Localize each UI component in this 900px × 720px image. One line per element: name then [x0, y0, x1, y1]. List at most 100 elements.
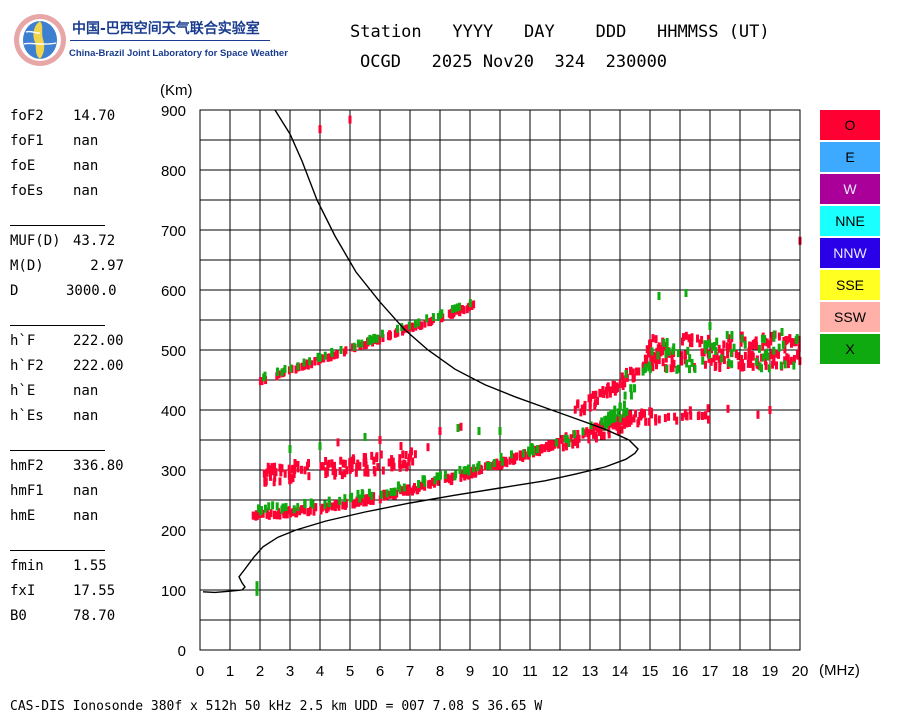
- echo-mark-o: [706, 404, 710, 413]
- echo-mark-o: [321, 462, 325, 471]
- echo-mark-x: [259, 507, 263, 516]
- echo-mark-o: [436, 477, 440, 486]
- param-name: foF2: [10, 108, 44, 124]
- echo-mark-o: [330, 502, 334, 511]
- param-value: 2.97: [90, 258, 124, 274]
- param-name: h`F2: [10, 358, 44, 374]
- echo-mark-o: [582, 407, 586, 416]
- param-value: 17.55: [73, 583, 116, 599]
- echo-mark-x: [727, 358, 731, 367]
- echo-mark-o: [325, 468, 329, 477]
- param-divider: [10, 550, 105, 551]
- echo-mark-o: [625, 411, 629, 420]
- x-tick-label: 5: [346, 663, 354, 680]
- echo-mark-o: [615, 422, 619, 431]
- echo-mark-o: [688, 338, 692, 347]
- echo-mark-o: [649, 339, 653, 348]
- echo-mark-o: [784, 337, 788, 346]
- x-tick-label: 3: [286, 663, 294, 680]
- echo-mark-o: [714, 361, 718, 370]
- echo-mark-o: [697, 411, 701, 420]
- echo-mark-x: [641, 367, 645, 376]
- echo-mark-o: [336, 438, 340, 447]
- param-name: hmF2: [10, 458, 44, 474]
- x-tick-label: 18: [732, 663, 749, 680]
- echo-mark-x: [629, 391, 633, 400]
- echo-mark-o: [460, 305, 464, 314]
- echo-mark-o: [649, 354, 653, 363]
- echo-mark-o: [393, 329, 397, 338]
- echo-mark-o: [712, 354, 716, 363]
- echo-mark-x: [532, 447, 536, 456]
- echo-mark-x: [608, 411, 612, 420]
- echo-mark-o: [675, 416, 679, 425]
- logo-divider: [70, 40, 270, 41]
- echo-mark-x: [468, 299, 472, 308]
- echo-mark-o: [703, 360, 707, 369]
- echo-mark-x: [323, 500, 327, 509]
- echo-mark-o: [367, 495, 371, 504]
- echo-mark-o: [408, 486, 412, 495]
- param-value: nan: [73, 383, 99, 399]
- echo-mark-o: [585, 427, 589, 436]
- echo-mark-o: [561, 443, 565, 452]
- echo-mark-o: [278, 463, 282, 472]
- echo-mark-o: [372, 492, 376, 501]
- echo-mark-o: [515, 452, 519, 461]
- echo-mark-o: [329, 353, 333, 362]
- x-tick-label: 15: [642, 663, 659, 680]
- echo-mark-o: [632, 373, 636, 382]
- param-d: D 3000.0: [10, 283, 130, 303]
- echo-mark-o: [728, 341, 732, 350]
- echo-mark-o: [388, 330, 392, 339]
- echo-mark-o: [594, 434, 598, 443]
- echo-mark-o: [283, 469, 287, 478]
- x-axis-unit-label: (MHz): [819, 662, 860, 679]
- x-tick-label: 19: [762, 663, 779, 680]
- echo-mark-o: [275, 372, 279, 381]
- echo-mark-o: [722, 340, 726, 349]
- echo-mark-o: [605, 390, 609, 399]
- echo-mark-o: [722, 356, 726, 365]
- echo-mark-x: [685, 359, 689, 368]
- echo-mark-o: [447, 309, 451, 318]
- echo-mark-o: [290, 465, 294, 474]
- echo-mark-x: [633, 384, 637, 393]
- echo-mark-o: [615, 414, 619, 423]
- echo-mark-o: [307, 472, 311, 481]
- echo-mark-o: [587, 394, 591, 403]
- echo-mark-o: [775, 361, 779, 370]
- echo-mark-o: [348, 465, 352, 474]
- echo-mark-o: [319, 462, 323, 471]
- echo-mark-x: [352, 342, 356, 351]
- echo-mark-x: [455, 303, 459, 312]
- echo-mark-x: [477, 427, 481, 435]
- echo-mark-o: [403, 460, 407, 469]
- echo-mark-o: [661, 358, 665, 367]
- echo-mark-o: [736, 352, 740, 361]
- echo-mark-x: [308, 357, 312, 366]
- echo-mark-o: [261, 509, 265, 518]
- echo-mark-o: [351, 343, 355, 352]
- echo-mark-x: [275, 502, 279, 511]
- param-divider: [10, 325, 105, 326]
- echo-mark-x: [472, 464, 476, 473]
- x-tick-label: 6: [376, 663, 384, 680]
- echo-mark-x: [370, 491, 374, 500]
- echo-mark-o: [390, 459, 394, 468]
- param-h-e: h`E nan: [10, 383, 130, 403]
- x-tick-label: 13: [582, 663, 599, 680]
- echo-mark-x: [643, 363, 647, 372]
- echo-mark-o: [620, 372, 624, 381]
- echo-mark-x: [555, 438, 559, 447]
- echo-mark-o: [460, 469, 464, 478]
- echo-mark-o: [622, 420, 626, 429]
- echo-mark-o: [635, 367, 639, 376]
- echo-mark-o: [645, 345, 649, 354]
- echo-mark-o: [564, 442, 568, 451]
- echo-mark-x: [665, 364, 669, 373]
- echo-mark-x: [458, 465, 462, 474]
- echo-mark-o: [399, 442, 403, 450]
- echo-mark-o: [358, 462, 362, 471]
- echo-mark-o: [339, 456, 343, 465]
